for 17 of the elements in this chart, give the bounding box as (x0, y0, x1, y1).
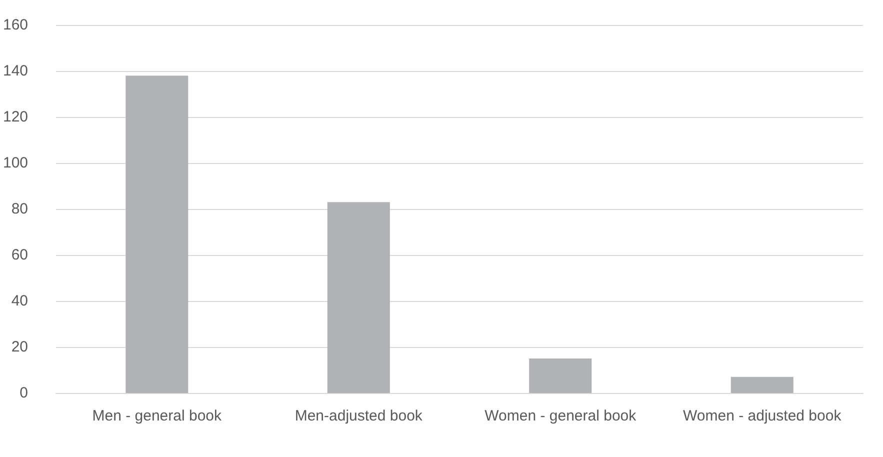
y-tick-label: 140 (2, 62, 28, 80)
x-tick-label: Women - adjusted book (683, 408, 842, 424)
bar (327, 202, 390, 393)
y-tick-label: 160 (2, 16, 28, 34)
y-tick-label: 20 (11, 338, 28, 356)
y-tick-label: 120 (2, 108, 28, 126)
y-tick-label: 100 (2, 154, 28, 172)
x-tick-label: Women - general book (484, 408, 637, 424)
bar (730, 376, 794, 393)
y-tick-label: 80 (11, 200, 28, 218)
x-tick-label: Men - general book (92, 408, 222, 424)
y-tick-label: 60 (11, 246, 28, 264)
bar (529, 358, 592, 393)
y-tick-label: 0 (20, 384, 28, 402)
y-tick-label: 40 (11, 292, 28, 310)
x-tick-label: Men-adjusted book (294, 408, 423, 424)
bar (126, 76, 188, 393)
